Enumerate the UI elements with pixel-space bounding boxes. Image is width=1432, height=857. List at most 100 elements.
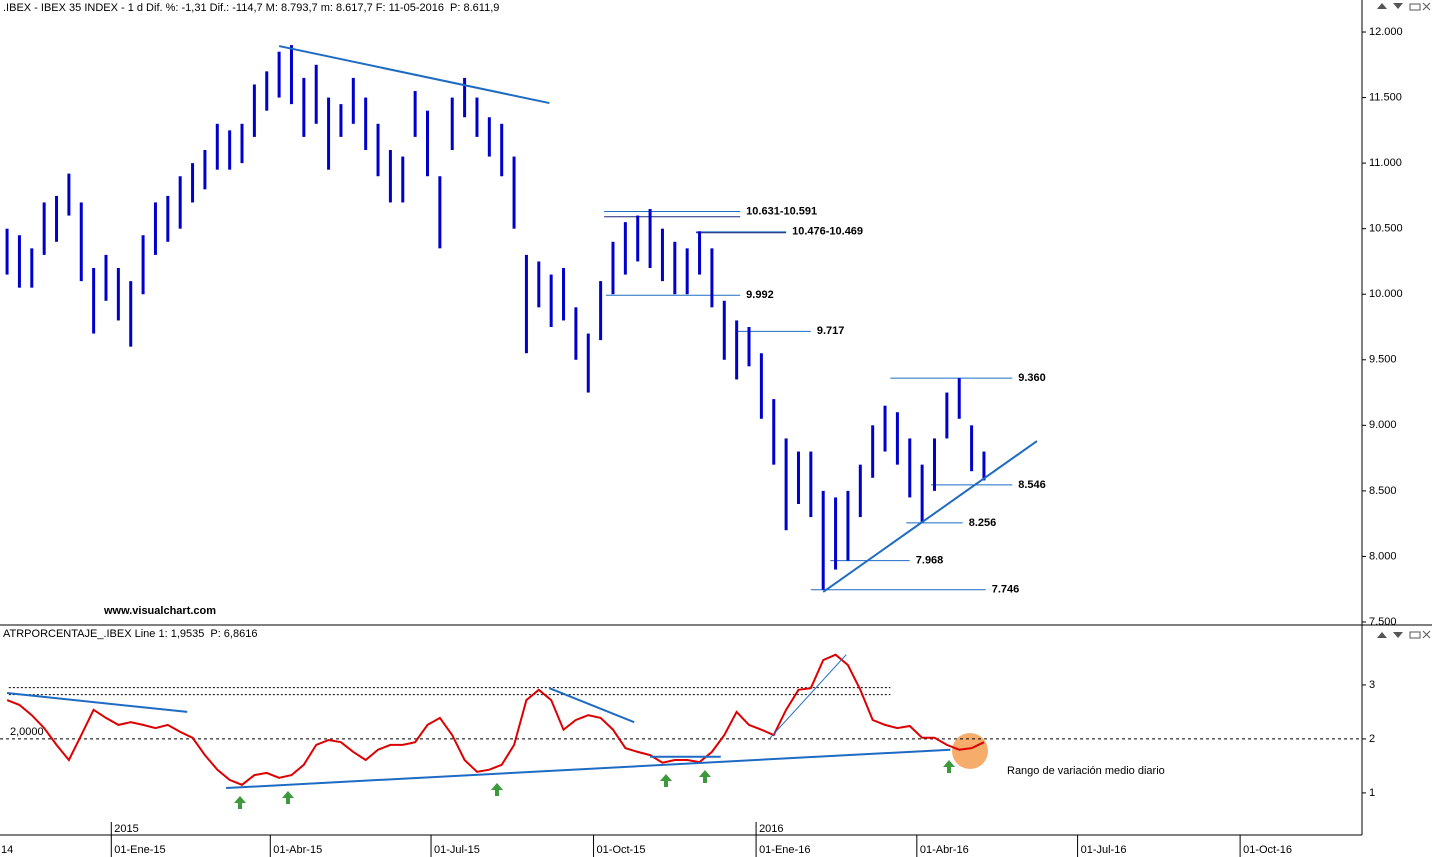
price-bar (413, 91, 417, 137)
price-bar (401, 156, 405, 203)
panel-header-price: P: 6,8616 (210, 628, 257, 640)
price-bar (586, 333, 590, 393)
price-bar (67, 173, 71, 216)
price-bar (426, 110, 430, 177)
atr-line (6, 653, 985, 786)
price-bar (376, 123, 380, 177)
price-bar (685, 248, 689, 295)
y-tick-label: 8.500 (1369, 485, 1397, 497)
trendline (822, 440, 1038, 593)
price-bar (883, 405, 887, 452)
close-2[interactable] (1422, 630, 1431, 639)
trendline (226, 748, 951, 790)
price-bar (166, 195, 170, 242)
close[interactable] (1422, 2, 1431, 11)
price-bar (920, 464, 924, 523)
price-bar (475, 97, 479, 137)
price-bar (129, 281, 133, 347)
price-bar (178, 176, 182, 229)
y-tick-label: 10.500 (1369, 223, 1403, 235)
scroll-down-2[interactable] (1393, 632, 1403, 638)
panel-header: ATRPORCENTAJE_.IBEX Line 1: 1,9535 (3, 628, 204, 640)
price-bar (487, 117, 491, 157)
price-bar (858, 464, 862, 518)
y-tick-label: 9.500 (1369, 354, 1397, 366)
scroll-up-2[interactable] (1377, 632, 1387, 638)
scroll-up[interactable] (1377, 3, 1387, 9)
y-tick-label: 2 (1369, 733, 1375, 745)
price-bar (463, 77, 467, 118)
price-bar (784, 438, 788, 531)
price-bar (648, 209, 652, 269)
panel-header: .IBEX - IBEX 35 INDEX - 1 d Dif. %: -1,3… (3, 2, 444, 14)
maximize-2[interactable] (1409, 631, 1421, 639)
price-bar (153, 202, 157, 255)
trendline (549, 687, 635, 724)
x-tick-label: 01-Abr-16 (920, 844, 969, 856)
price-bar (562, 268, 566, 321)
price-bar (945, 392, 949, 439)
level-label: 10.631-10.591 (746, 205, 817, 217)
price-bar (314, 64, 318, 124)
price-bar (240, 123, 244, 164)
price-bar (710, 248, 714, 308)
maximize[interactable] (1409, 3, 1421, 11)
level-label: 7.746 (992, 584, 1020, 596)
x-tick-label: 01-Abr-15 (273, 844, 322, 856)
x-tick-label: 01-Oct-15 (597, 844, 646, 856)
up-arrow (491, 783, 503, 796)
price-bar (722, 300, 726, 360)
price-bar (834, 497, 838, 570)
year-label: 2016 (759, 823, 783, 835)
trendline (278, 45, 550, 105)
up-arrow (282, 791, 294, 804)
y-tick-label: 7.500 (1369, 616, 1397, 628)
y-tick-label: 1 (1369, 787, 1375, 799)
scroll-down[interactable] (1393, 3, 1403, 9)
price-bar (450, 97, 454, 151)
price-bar (524, 254, 528, 354)
price-bar (364, 97, 368, 151)
price-bar (537, 261, 541, 308)
price-bar (636, 215, 640, 262)
x-tick-label: 14 (1, 844, 13, 856)
price-bar (302, 77, 306, 137)
price-bar (17, 235, 21, 288)
price-bar (438, 176, 442, 249)
x-tick-label: 01-Ene-15 (114, 844, 165, 856)
y-tick-label: 8.000 (1369, 550, 1397, 562)
price-bar (5, 228, 9, 275)
price-bar (611, 241, 615, 295)
up-arrow (699, 770, 711, 783)
price-bar (623, 222, 627, 275)
x-tick-label: 01-Ene-16 (759, 844, 810, 856)
price-bar (327, 97, 331, 170)
x-tick-label: 01-Jul-15 (434, 844, 480, 856)
trendline (6, 692, 188, 713)
up-arrow (660, 774, 672, 787)
level-label: 9.717 (817, 325, 845, 337)
annotation: Rango de variación medio diario (1007, 765, 1165, 777)
price-bar (500, 123, 504, 177)
y-tick-label: 12.000 (1369, 26, 1403, 38)
price-bar (772, 399, 776, 465)
price-bar (673, 241, 677, 295)
panel-header-price: P: 8.611,9 (450, 2, 499, 14)
price-bar (55, 195, 59, 242)
level-label: 10.476-10.469 (792, 226, 863, 238)
price-bar (289, 45, 293, 105)
price-bar (265, 71, 269, 111)
price-bar (871, 425, 875, 478)
price-bar (599, 281, 603, 341)
y-tick-label: 10.000 (1369, 288, 1403, 300)
scroll-buttons (1377, 2, 1431, 639)
price-bar (104, 254, 108, 301)
y-tick-label: 9.000 (1369, 419, 1397, 431)
year-label: 2015 (114, 823, 138, 835)
price-bar (796, 451, 800, 504)
price-bar (191, 163, 195, 203)
level-label: 8.256 (969, 517, 997, 529)
up-arrow (943, 760, 955, 773)
price-bar (957, 378, 961, 419)
